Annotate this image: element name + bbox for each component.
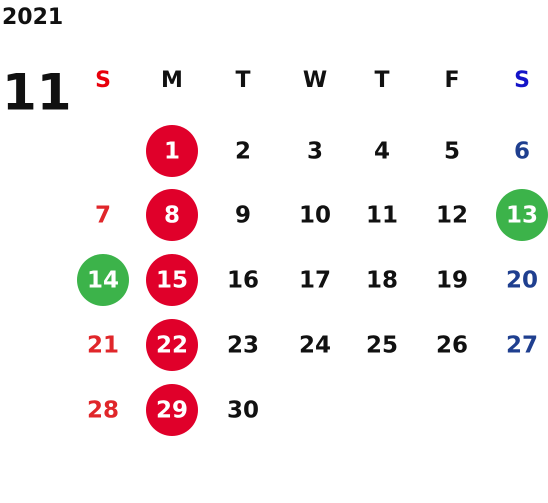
day-number: 6 <box>514 139 530 165</box>
day-number: 16 <box>227 268 259 294</box>
day-highlight <box>146 254 198 306</box>
weekday-label: T <box>235 68 250 93</box>
day-number: 13 <box>506 203 538 229</box>
day-number: 24 <box>299 333 331 359</box>
day-number: 19 <box>436 268 468 294</box>
day-number: 15 <box>156 268 188 294</box>
weekday-label: S <box>95 68 111 93</box>
day-number: 8 <box>164 203 180 229</box>
day-number: 21 <box>87 333 119 359</box>
day-highlight <box>77 254 129 306</box>
weekday-label: T <box>374 68 389 93</box>
day-number: 4 <box>374 139 390 165</box>
day-number: 27 <box>506 333 538 359</box>
month: 11 <box>2 64 72 122</box>
day-number: 1 <box>164 139 180 165</box>
day-number: 10 <box>299 203 331 229</box>
day-number: 26 <box>436 333 468 359</box>
day-highlight <box>146 189 198 241</box>
day-highlight <box>496 189 548 241</box>
day-number: 18 <box>366 268 398 294</box>
day-number: 25 <box>366 333 398 359</box>
day-number: 7 <box>95 203 111 229</box>
day-number: 2 <box>235 139 251 165</box>
day-highlight <box>146 319 198 371</box>
day-number: 11 <box>366 203 398 229</box>
day-number: 22 <box>156 333 188 359</box>
day-number: 3 <box>307 139 323 165</box>
weekday-label: F <box>444 68 459 93</box>
weekday-label: M <box>161 68 183 93</box>
day-number: 28 <box>87 398 119 424</box>
day-number: 12 <box>436 203 468 229</box>
day-number: 14 <box>87 268 119 294</box>
weekday-label: W <box>303 68 327 93</box>
day-number: 5 <box>444 139 460 165</box>
year: 2021 <box>2 5 63 30</box>
day-highlight <box>146 125 198 177</box>
day-number: 23 <box>227 333 259 359</box>
day-number: 30 <box>227 398 259 424</box>
day-highlight <box>146 384 198 436</box>
day-number: 20 <box>506 268 538 294</box>
day-number: 29 <box>156 398 188 424</box>
day-number: 17 <box>299 268 331 294</box>
weekday-label: S <box>514 68 530 93</box>
day-number: 9 <box>235 203 251 229</box>
